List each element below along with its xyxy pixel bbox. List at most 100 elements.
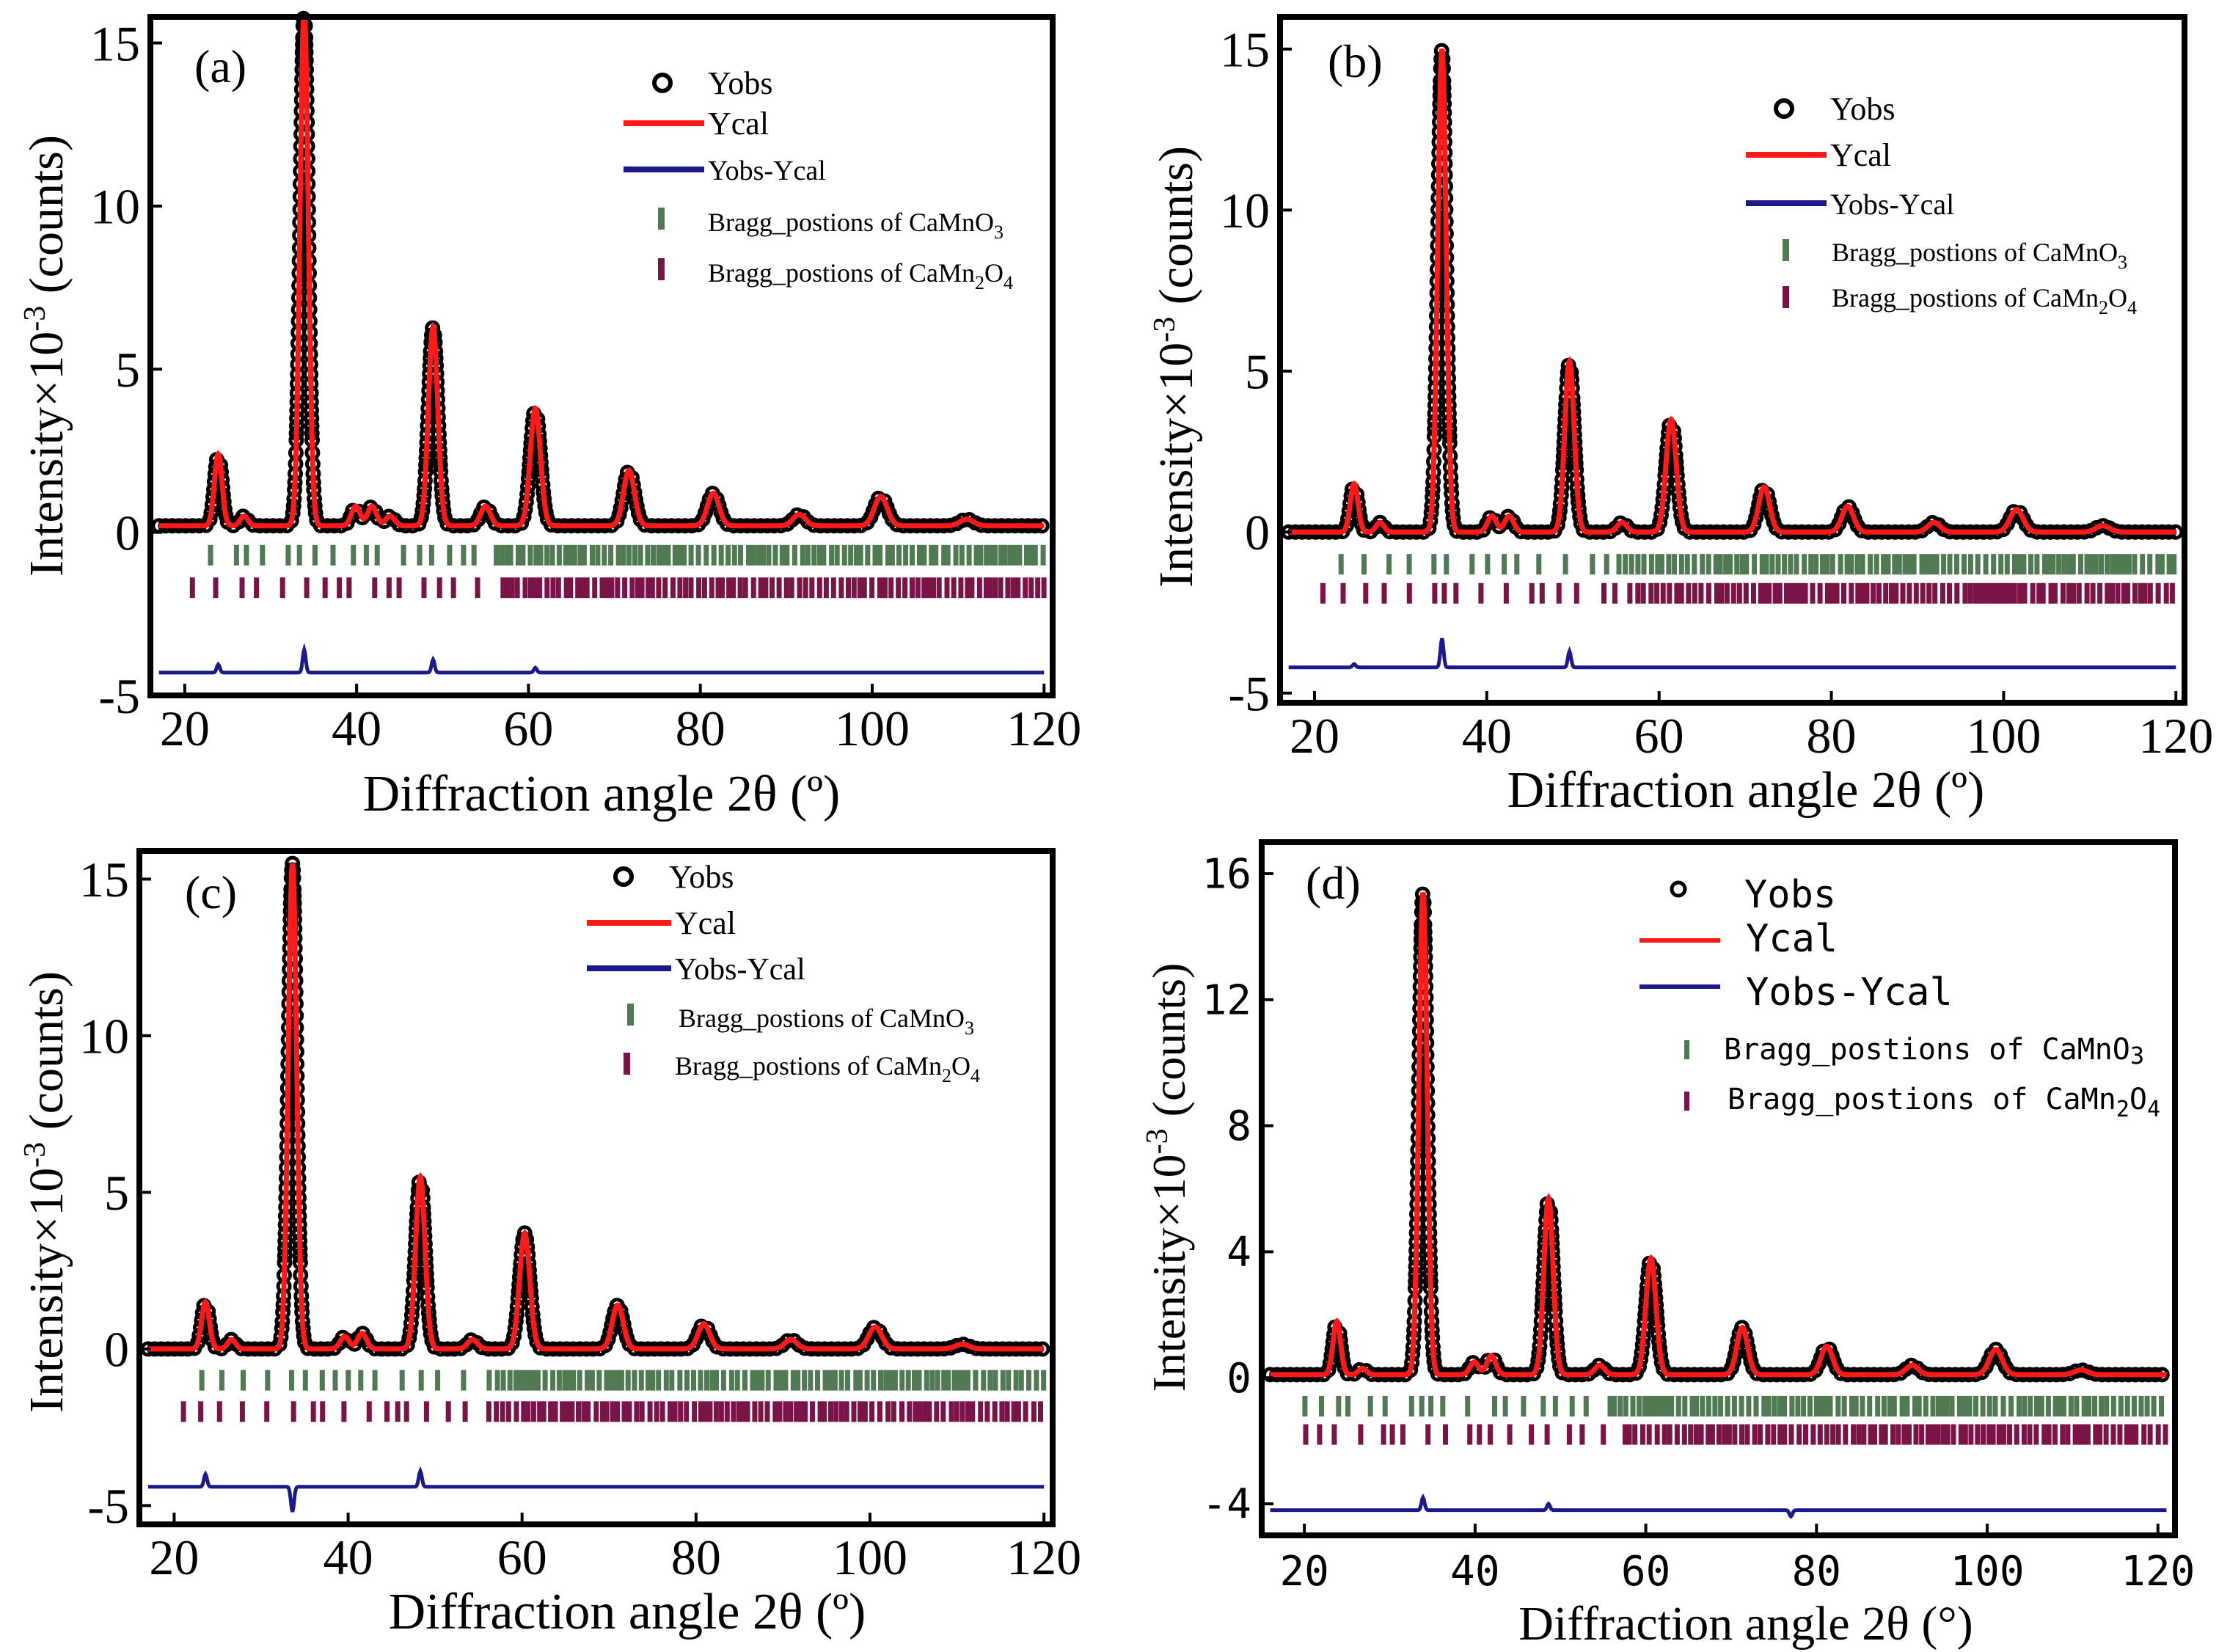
bragg2-positions-tick <box>569 1401 575 1422</box>
ycal-line <box>1270 892 2167 1378</box>
bragg2-positions-tick <box>2041 1424 2047 1445</box>
yobs-series <box>1262 886 2170 1383</box>
bragg2-positions-tick <box>1678 582 1684 604</box>
bragg1-positions-tick <box>2041 554 2047 575</box>
panel-d-label: (d) <box>1306 857 1361 909</box>
bragg2-positions <box>180 1401 1043 1422</box>
bragg1-positions-tick <box>1345 1395 1350 1417</box>
bragg2-positions-tick <box>931 577 936 599</box>
bragg1-positions-tick <box>1761 1395 1767 1417</box>
bragg1-positions-tick <box>1854 554 1860 575</box>
bragg1-positions-tick <box>695 544 701 566</box>
bragg2-positions-tick <box>701 577 707 599</box>
legend-yobs-label: Yobs <box>1830 91 1896 127</box>
bragg2-positions-tick <box>585 1401 591 1422</box>
bragg2-positions-tick <box>846 577 851 599</box>
bragg1-positions-tick <box>1835 1395 1841 1417</box>
bragg1-positions-tick <box>2078 554 2083 575</box>
bragg1-positions-tick <box>401 544 406 566</box>
y-tick-label--4: -4 <box>1202 1481 1251 1529</box>
bragg2-positions-tick <box>1035 577 1041 599</box>
bragg2-positions-tick <box>610 1401 615 1422</box>
bragg2-positions-tick <box>509 577 515 599</box>
legend-diff-label: Yobs-Ycal <box>1746 971 1953 1015</box>
bragg2-positions-tick <box>672 1401 678 1422</box>
legend-bragg1-subscript: 3 <box>2130 1042 2144 1070</box>
bragg1-positions-tick <box>621 544 626 566</box>
bragg1-positions-tick <box>1492 1395 1497 1417</box>
bragg2-positions-tick <box>1973 582 1978 604</box>
bragg1-positions-tick <box>1717 554 1723 575</box>
bragg1-positions-tick <box>533 544 539 566</box>
bragg1-positions-tick <box>766 544 772 566</box>
legend-bragg2-middle: O <box>984 258 1004 288</box>
legend-bragg1-swatch <box>1783 239 1789 261</box>
bragg1-positions-tick <box>2017 554 2022 575</box>
bragg2-positions-tick <box>2036 582 2042 604</box>
bragg1-positions-tick <box>2099 554 2104 575</box>
bragg1-positions-tick <box>750 1370 756 1391</box>
bragg1-positions-tick <box>1752 554 1758 575</box>
bragg1-positions-tick <box>832 1370 838 1391</box>
bragg1-positions-tick <box>916 1370 922 1391</box>
bragg2-positions-tick <box>1935 1424 1940 1445</box>
bragg2-positions-tick <box>1986 1424 1992 1445</box>
bragg1-positions-tick <box>2057 1395 2063 1417</box>
panel-b-legend: Yobs Ycal Yobs-Ycal Bragg_postions of Ca… <box>1746 91 2137 318</box>
bragg1-positions-tick <box>1887 1395 1893 1417</box>
bragg1-positions-tick <box>494 1370 500 1391</box>
legend-bragg1-text: Bragg_postions of CaMnO <box>679 1004 965 1033</box>
bragg1-positions-tick <box>2022 1395 2028 1417</box>
bragg1-positions-tick <box>585 1370 591 1391</box>
bragg2-positions-tick <box>1722 1424 1728 1445</box>
bragg2-positions-tick <box>742 577 748 599</box>
bragg2-positions-tick <box>1626 1424 1632 1445</box>
bragg2-positions-tick <box>803 1401 808 1422</box>
legend-bragg1-text: Bragg_postions of CaMnO <box>708 208 994 237</box>
bragg1-positions-tick <box>1753 1395 1759 1417</box>
bragg1-positions-tick <box>566 1370 571 1391</box>
bragg1-positions-tick <box>2028 1395 2033 1417</box>
panel-d-y-ticks: -4 0 4 8 12 16 <box>1202 851 1273 1529</box>
bragg1-positions-tick <box>1026 1370 1031 1391</box>
legend-bragg1-label: Bragg_postions of CaMnO3 <box>1832 238 2127 273</box>
bragg2-positions-tick <box>783 1401 789 1422</box>
bragg1-positions-tick <box>1382 1395 1388 1417</box>
bragg1-positions-tick <box>500 1370 506 1391</box>
legend-bragg1-swatch <box>1684 1040 1689 1059</box>
bragg1-positions-tick <box>1630 1395 1636 1417</box>
bragg1-positions-tick <box>1930 1395 1936 1417</box>
bragg2-positions-tick <box>736 1401 742 1422</box>
bragg2-positions-tick <box>522 577 528 599</box>
bragg2-positions-tick <box>2090 582 2096 604</box>
bragg1-positions-tick <box>2166 554 2172 575</box>
bragg2-positions-tick <box>1632 1424 1638 1445</box>
bragg1-positions-tick <box>632 1370 637 1391</box>
bragg1-positions-tick <box>1689 1395 1695 1417</box>
panel-a-y-axis-label-unit: (counts) <box>20 135 73 306</box>
bragg1-positions-tick <box>795 1370 801 1391</box>
bragg2-positions-tick <box>198 1401 204 1422</box>
bragg1-positions-tick <box>418 1370 424 1391</box>
bragg1-positions-tick <box>244 544 249 566</box>
bragg1-positions-tick <box>929 1370 935 1391</box>
bragg1-positions-tick <box>2126 554 2132 575</box>
bragg2-positions-tick <box>987 577 993 599</box>
bragg1-positions-tick <box>577 1370 582 1391</box>
bragg1-positions-tick <box>1949 1395 1955 1417</box>
bragg2-positions-tick <box>788 1401 794 1422</box>
bragg2-positions-tick <box>2048 582 2054 604</box>
bragg1-positions-tick <box>1734 554 1740 575</box>
bragg2-positions-tick <box>823 577 829 599</box>
bragg1-positions-tick <box>535 1370 541 1391</box>
bragg1-positions-tick <box>951 1370 957 1391</box>
bragg2-positions-tick <box>1860 582 1865 604</box>
bragg2-positions-tick <box>2141 1424 2147 1445</box>
panel-c-plot-frame <box>136 848 1056 1527</box>
bragg1-positions-tick <box>1002 544 1008 566</box>
bragg1-positions-tick <box>1973 1395 1978 1417</box>
panel-d-marks <box>1262 886 2170 1519</box>
bragg1-positions-tick <box>1875 1395 1881 1417</box>
bragg2-positions-tick <box>2072 1424 2078 1445</box>
